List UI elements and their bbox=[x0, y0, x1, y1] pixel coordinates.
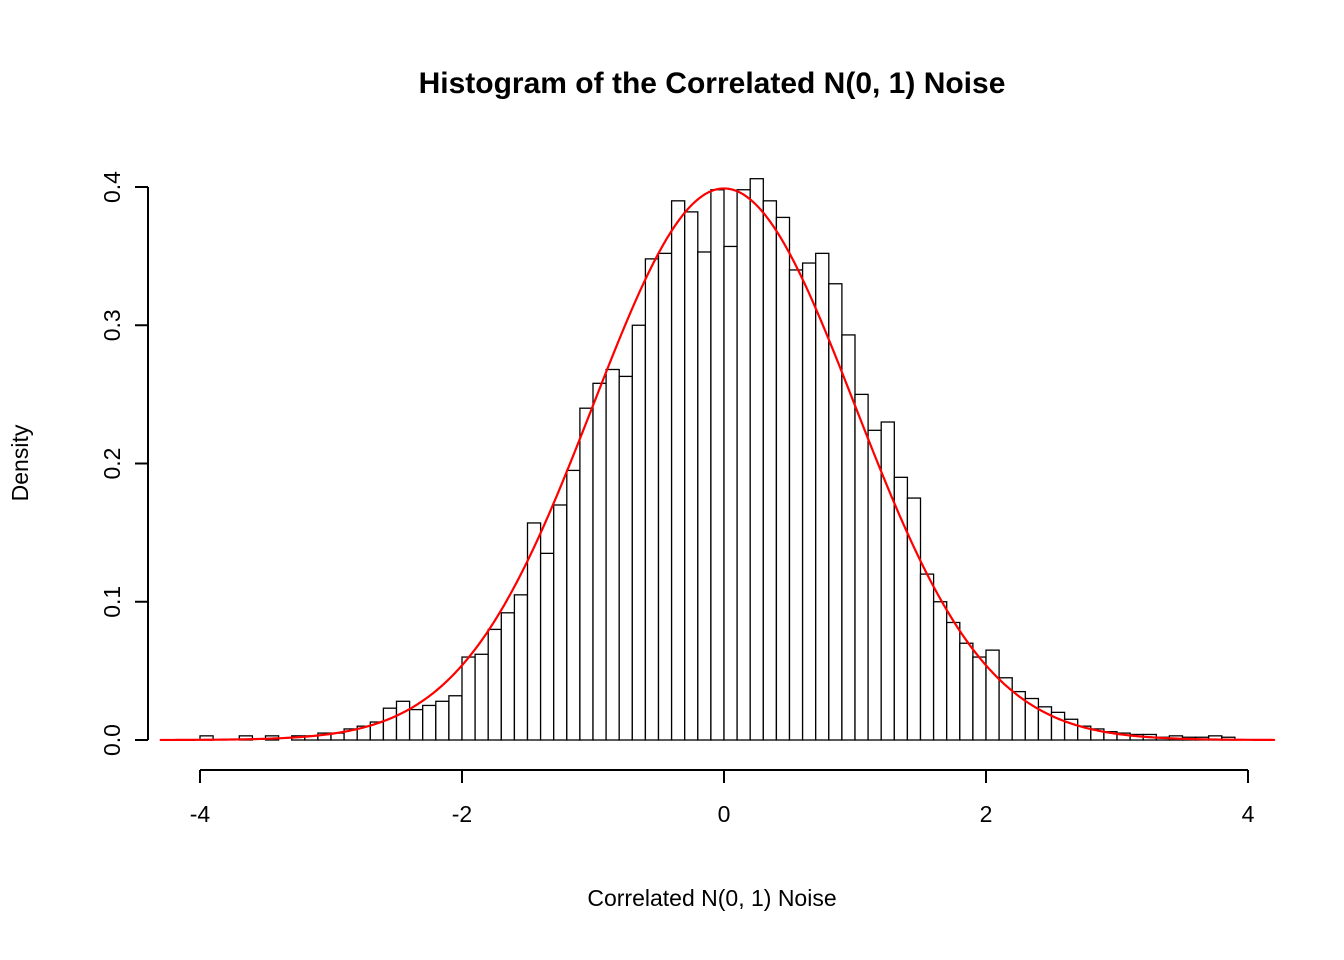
x-tick-label: 2 bbox=[980, 801, 993, 827]
histogram-bar bbox=[487, 628, 502, 741]
histogram-bar bbox=[906, 497, 922, 741]
histogram-bar bbox=[775, 216, 791, 741]
histogram-bar bbox=[998, 677, 1013, 741]
histogram-bar bbox=[932, 601, 948, 741]
histogram-bar bbox=[867, 429, 882, 741]
histogram-bar bbox=[670, 200, 686, 741]
histogram-bar bbox=[880, 421, 895, 741]
x-tick-label: 4 bbox=[1242, 801, 1255, 827]
histogram-bar bbox=[395, 700, 411, 741]
x-axis: -4 -2 0 2 4 bbox=[190, 769, 1255, 827]
x-tick-label: -2 bbox=[452, 801, 472, 827]
histogram-bar bbox=[566, 469, 581, 741]
histogram-bar bbox=[723, 245, 738, 741]
histogram-bar bbox=[697, 251, 712, 741]
histogram-bar bbox=[684, 211, 699, 741]
histogram-bars bbox=[199, 178, 1236, 741]
y-axis: 0.0 0.1 0.2 0.3 0.4 bbox=[99, 171, 149, 756]
histogram-bar bbox=[422, 704, 437, 741]
histogram-bar bbox=[828, 283, 843, 741]
histogram-bar bbox=[946, 621, 961, 741]
histogram-bar bbox=[710, 189, 725, 741]
histogram-bar bbox=[736, 189, 751, 741]
histogram-bar bbox=[382, 707, 398, 741]
y-tick-label: 0.1 bbox=[99, 586, 125, 618]
y-tick-label: 0.2 bbox=[99, 448, 125, 480]
x-axis-label: Correlated N(0, 1) Noise bbox=[587, 885, 836, 911]
histogram-bar bbox=[631, 324, 647, 741]
histogram-bar bbox=[592, 382, 607, 741]
y-tick-label: 0.3 bbox=[99, 309, 125, 341]
histogram-bar bbox=[854, 393, 869, 741]
histogram-bar bbox=[500, 612, 516, 741]
histogram-bar bbox=[448, 695, 463, 741]
histogram-bar bbox=[539, 552, 555, 741]
histogram-bar bbox=[985, 649, 1000, 741]
histogram-bar bbox=[605, 368, 620, 741]
y-tick-label: 0.4 bbox=[99, 171, 125, 203]
histogram-bar bbox=[553, 504, 568, 741]
histogram-bar bbox=[749, 178, 764, 741]
density-curve bbox=[159, 187, 1276, 742]
histogram-bar bbox=[618, 375, 633, 741]
histogram-bar bbox=[972, 656, 987, 741]
normal-density-path bbox=[159, 187, 1276, 742]
x-tick-label: 0 bbox=[718, 801, 731, 827]
histogram-bar bbox=[513, 594, 529, 741]
histogram-bar bbox=[959, 642, 974, 741]
histogram-bar bbox=[762, 200, 778, 741]
x-tick-label: -4 bbox=[190, 801, 211, 827]
y-tick-label: 0.0 bbox=[99, 724, 125, 756]
y-axis-label: Density bbox=[7, 424, 33, 501]
histogram-bar bbox=[788, 269, 804, 741]
histogram-bar bbox=[657, 252, 673, 741]
histogram-bar bbox=[841, 334, 856, 741]
histogram-bar bbox=[474, 653, 489, 741]
histogram-bar bbox=[579, 407, 594, 741]
histogram-bar bbox=[408, 708, 424, 741]
histogram-bar bbox=[644, 258, 660, 741]
histogram-bar bbox=[919, 573, 935, 741]
histogram-bar bbox=[461, 656, 476, 741]
chart-title: Histogram of the Correlated N(0, 1) Nois… bbox=[419, 67, 1006, 100]
histogram-bar bbox=[801, 262, 817, 741]
histogram-bar bbox=[435, 700, 450, 741]
